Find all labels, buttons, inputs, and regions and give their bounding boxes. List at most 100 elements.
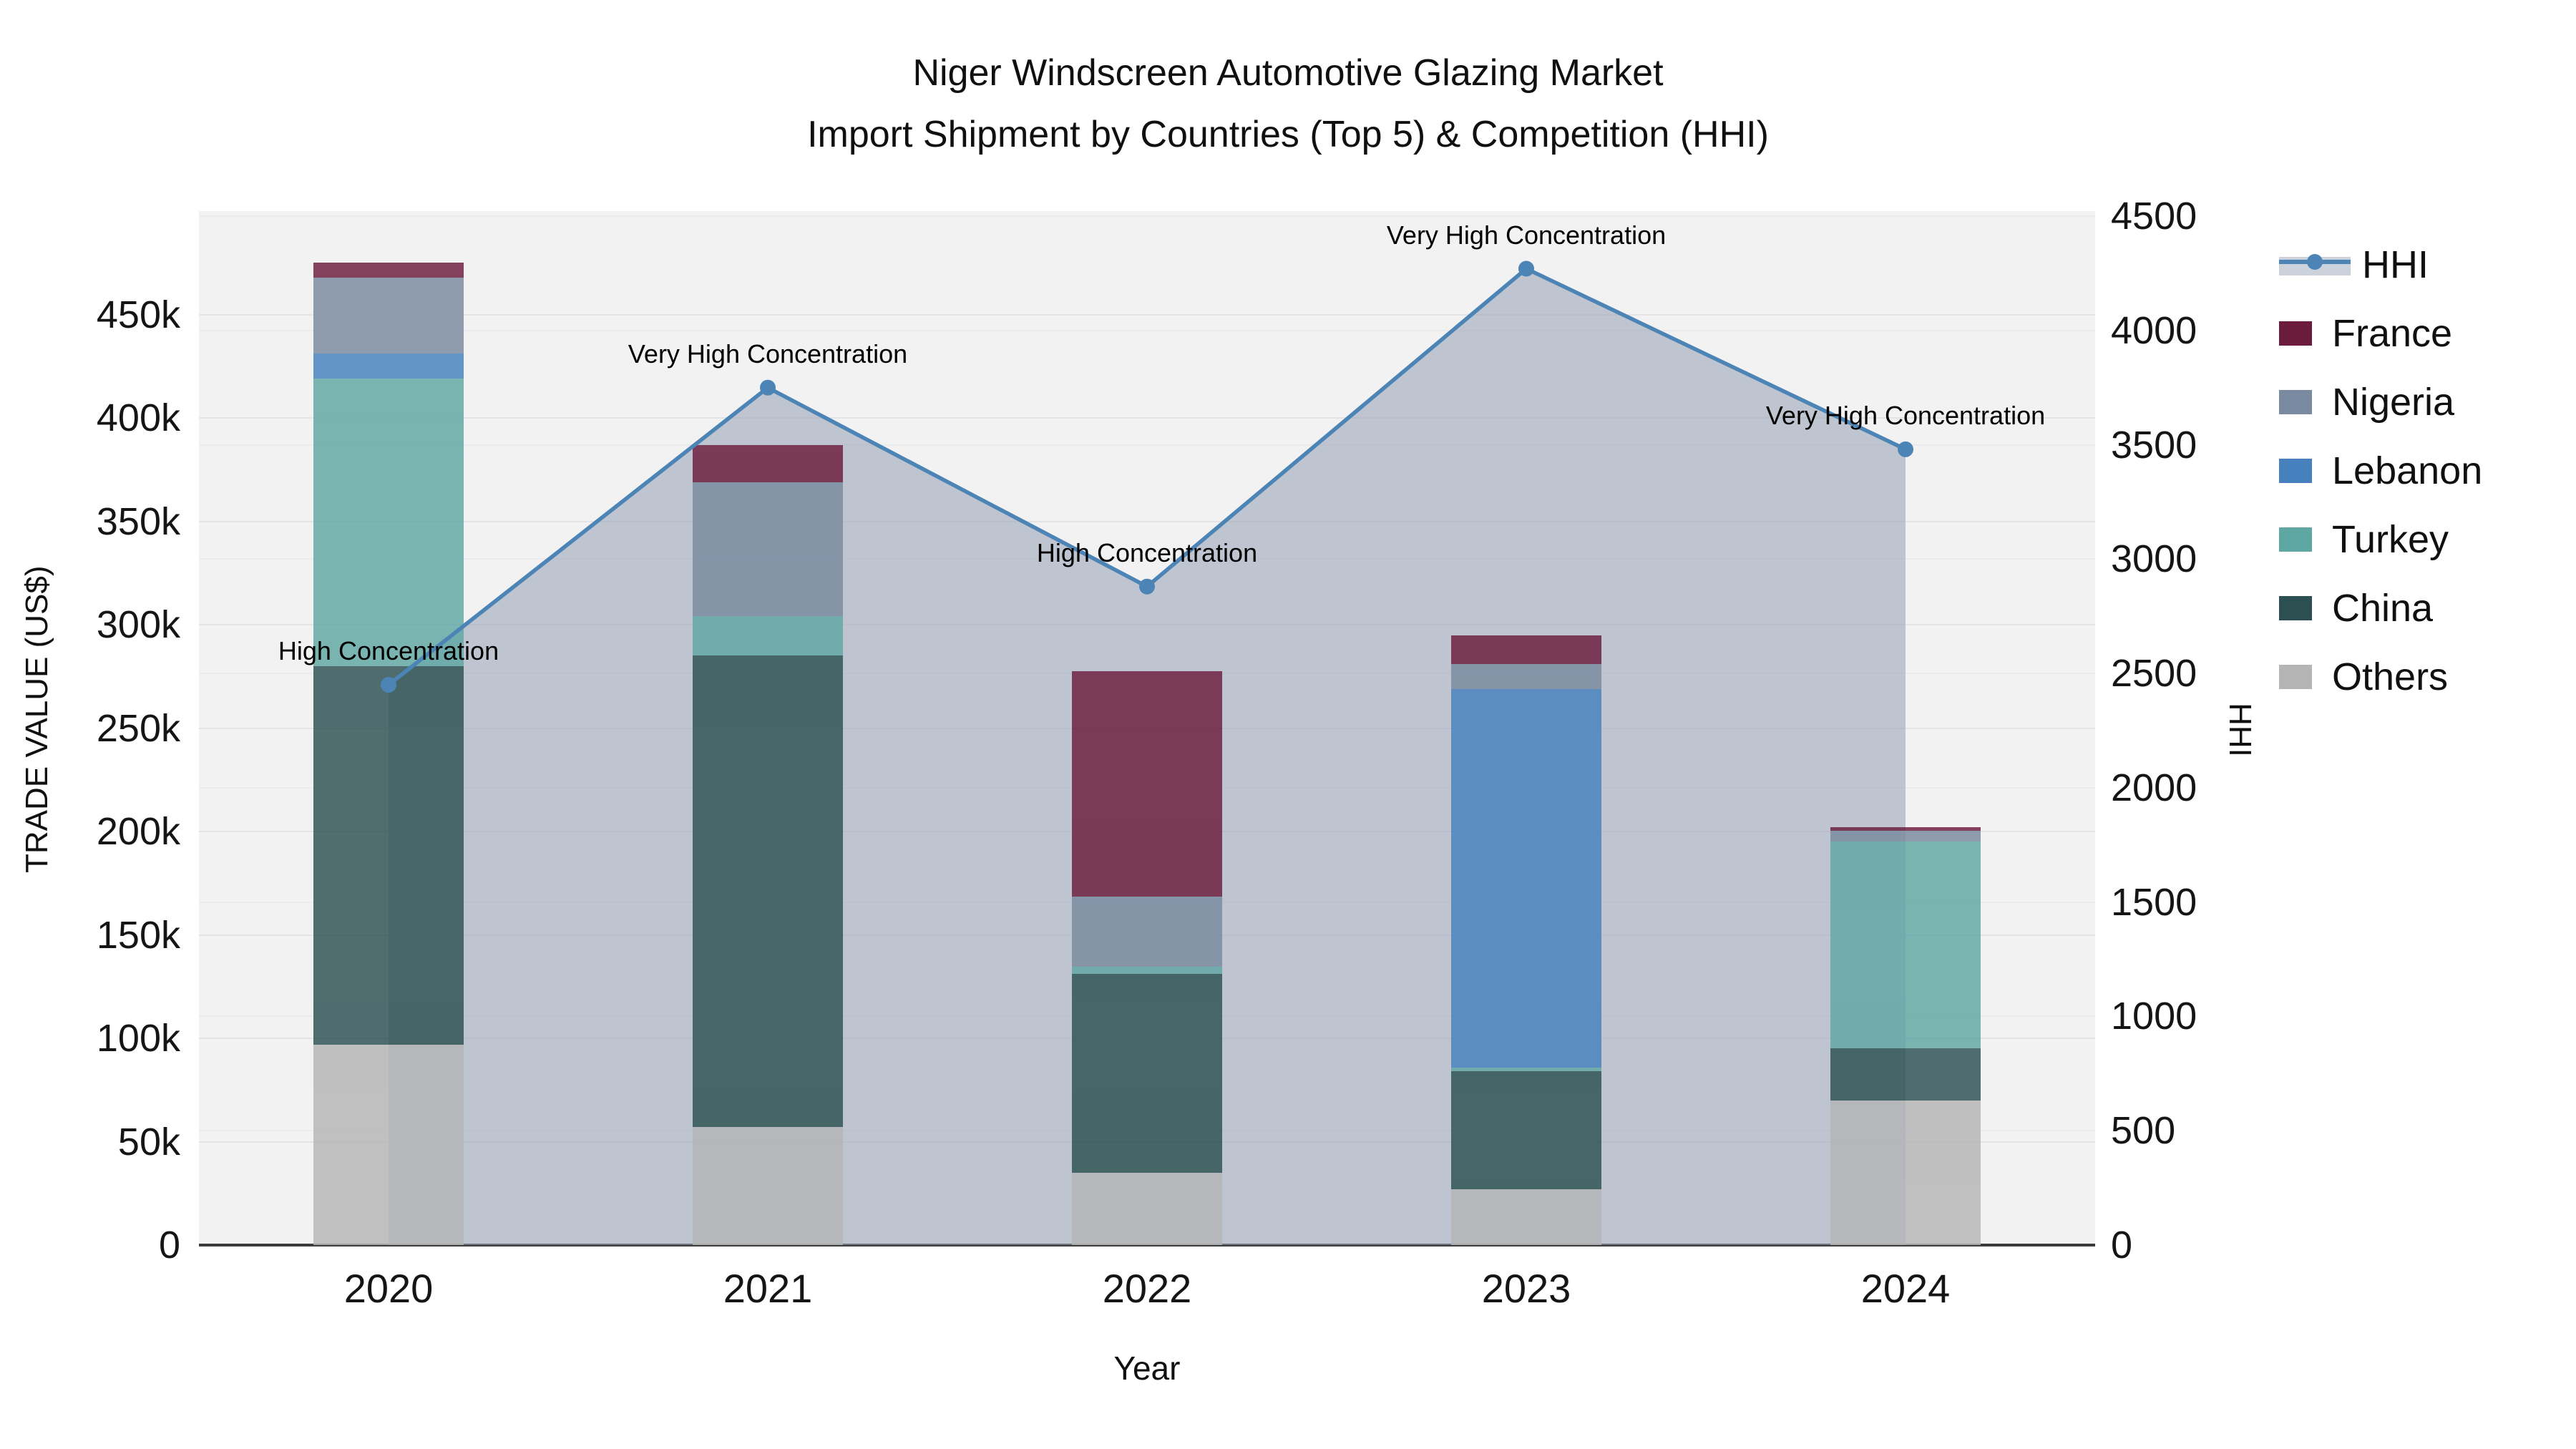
gridline [199,313,2095,316]
legend-swatch-lebanon [2279,459,2312,483]
y-axis-tick-left: 200k [96,810,180,853]
y-axis-tick-left: 250k [96,706,180,750]
legend: HHI France Nigeria Lebanon Turkey China Others [2279,230,2482,711]
y-axis-tick-left: 0 [158,1224,180,1267]
y-axis-tick-left: 350k [96,499,180,543]
hhi-marker-2021 [760,379,776,396]
legend-item-nigeria[interactable]: Nigeria [2279,368,2482,436]
bar-2021 [693,444,843,1245]
bar-segment-2024-nigeria [1830,830,1981,842]
legend-label: China [2332,587,2434,630]
hhi-marker-2022 [1139,578,1155,595]
y-axis-tick-left: 150k [96,913,180,957]
hhi-line-layer [381,260,1913,693]
annotation-2022: High Concentration [1036,537,1258,567]
bar-segment-2020-france [313,263,464,278]
annotation-2020: High Concentration [278,636,499,666]
y-axis-tick-right: 1500 [2111,880,2197,924]
legend-label: Turkey [2332,518,2449,561]
legend-item-hhi[interactable]: HHI [2279,230,2482,299]
x-axis-title: Year [1113,1350,1181,1387]
hhi-line-icon [2279,254,2351,275]
bar-2020 [313,263,464,1245]
bar-segment-2022-turkey [1072,967,1222,975]
bar-2024 [1830,827,1981,1245]
bar-segment-2023-france [1451,635,1601,664]
bar-segment-2020-others [313,1044,464,1245]
x-axis-line [199,1244,2095,1246]
legend-label: HHI [2362,243,2429,286]
legend-item-turkey[interactable]: Turkey [2279,505,2482,574]
bar-segment-2020-turkey [313,379,464,666]
bar-segment-2023-lebanon [1451,688,1601,1068]
bar-segment-2022-france [1072,671,1222,897]
x-axis-tick-2022: 2022 [1102,1266,1192,1311]
annotation-2021: Very High Concentration [628,338,908,369]
legend-label: France [2332,312,2453,355]
legend-swatch-france [2279,321,2312,346]
bar-segment-2023-others [1451,1189,1601,1245]
y-axis-tick-right: 1000 [2111,995,2197,1038]
bar-segment-2020-nigeria [313,277,464,354]
legend-swatch-nigeria [2279,390,2312,414]
y-axis-tick-left: 400k [96,396,180,439]
y-axis-tick-left: 100k [96,1017,180,1060]
bar-segment-2022-china [1072,974,1222,1173]
hhi-marker-2024 [1898,441,1913,457]
bar-segment-2023-china [1451,1071,1601,1189]
y-axis-tick-right: 500 [2111,1109,2176,1153]
legend-item-others[interactable]: Others [2279,643,2482,711]
gridline [199,417,2095,419]
gridline-right [199,215,2095,217]
bar-segment-2021-nigeria [693,482,843,617]
legend-label: Nigeria [2332,381,2455,424]
bars-layer [199,211,2095,1245]
bar-segment-2021-others [693,1127,843,1245]
bar-segment-2021-china [693,655,843,1128]
bar-segment-2020-china [313,665,464,1045]
gridline-right [199,444,2095,446]
y-axis-tick-right: 2000 [2111,766,2197,809]
bar-segment-2021-turkey [693,616,843,656]
bar-segment-2022-others [1072,1172,1222,1245]
y-axis-left-title: TRADE VALUE (US$) [19,565,54,874]
legend-item-france[interactable]: France [2279,299,2482,368]
hhi-marker-2020 [381,677,396,693]
y-axis-tick-right: 4500 [2111,195,2197,238]
y-axis-tick-right: 0 [2111,1224,2133,1267]
legend-swatch-others [2279,665,2312,689]
annotation-2023: Very High Concentration [1386,220,1667,250]
bar-2022 [1072,671,1222,1245]
y-axis-tick-left: 450k [96,293,180,336]
x-axis-tick-2024: 2024 [1860,1266,1951,1311]
x-axis-tick-2023: 2023 [1481,1266,1571,1311]
x-axis-tick-2020: 2020 [343,1266,434,1311]
annotation-2024: Very High Concentration [1765,400,2046,430]
plot-area: High Concentration Very High Concentratio… [199,211,2095,1245]
gridline-right [199,329,2095,331]
y-axis-tick-left: 50k [117,1120,180,1163]
bar-segment-2023-nigeria [1451,663,1601,689]
gridline-right [199,558,2095,560]
legend-label: Others [2332,655,2449,698]
legend-swatch-china [2279,596,2312,620]
y-axis-tick-right: 3000 [2111,537,2197,581]
bar-segment-2024-others [1830,1100,1981,1245]
legend-item-china[interactable]: China [2279,574,2482,643]
x-axis-tick-2021: 2021 [723,1266,813,1311]
bar-segment-2020-lebanon [313,353,464,379]
bar-segment-2024-turkey [1830,841,1981,1049]
chart-subtitle: Import Shipment by Countries (Top 5) & C… [807,114,1769,155]
bar-segment-2023-turkey [1451,1067,1601,1072]
legend-swatch-turkey [2279,527,2312,552]
y-axis-right-title: HHI [2223,703,2258,757]
bar-segment-2021-france [693,444,843,482]
y-axis-tick-right: 3500 [2111,423,2197,467]
gridline [199,520,2095,522]
y-axis-tick-left: 300k [96,603,180,646]
bar-2023 [1451,635,1601,1245]
bar-segment-2024-france [1830,827,1981,831]
legend-label: Lebanon [2332,449,2483,492]
legend-item-lebanon[interactable]: Lebanon [2279,436,2482,505]
